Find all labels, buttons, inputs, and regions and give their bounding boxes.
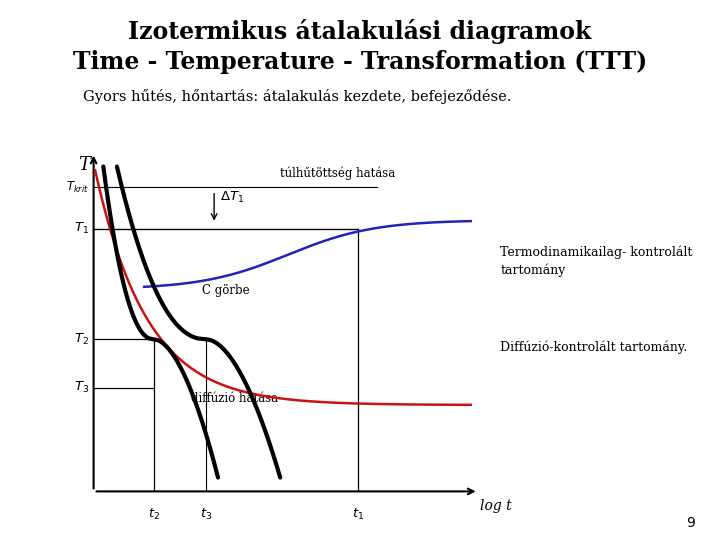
Text: $\Delta T_1$: $\Delta T_1$ (220, 190, 244, 205)
Text: $t_2$: $t_2$ (148, 507, 160, 522)
Text: log t: log t (480, 500, 512, 514)
Text: Gyors hűtés, hőntartás: átalakulás kezdete, befejeződése.: Gyors hűtés, hőntartás: átalakulás kezde… (83, 89, 511, 104)
Text: $T_3$: $T_3$ (73, 380, 89, 395)
Text: Izotermikus átalakulási diagramok: Izotermikus átalakulási diagramok (128, 19, 592, 44)
Text: $T_1$: $T_1$ (74, 221, 89, 237)
Text: $t_1$: $t_1$ (352, 507, 364, 522)
Text: $t_3$: $t_3$ (200, 507, 212, 522)
Text: $T_2$: $T_2$ (74, 332, 89, 347)
Text: Termodinamikailag- kontrolált
tartomány: Termodinamikailag- kontrolált tartomány (500, 246, 693, 277)
Text: C görbe: C görbe (202, 285, 250, 298)
Text: diffúzió hatása: diffúzió hatása (191, 392, 278, 404)
Text: $T_{krit}$: $T_{krit}$ (66, 180, 89, 195)
Text: Diffúzió-kontrolált tartomány.: Diffúzió-kontrolált tartomány. (500, 340, 688, 354)
Text: túlhűtöttség hatása: túlhűtöttség hatása (280, 166, 395, 180)
Text: 9: 9 (686, 516, 695, 530)
Text: Time - Temperature - Transformation (TTT): Time - Temperature - Transformation (TTT… (73, 50, 647, 73)
Text: T: T (78, 156, 90, 174)
